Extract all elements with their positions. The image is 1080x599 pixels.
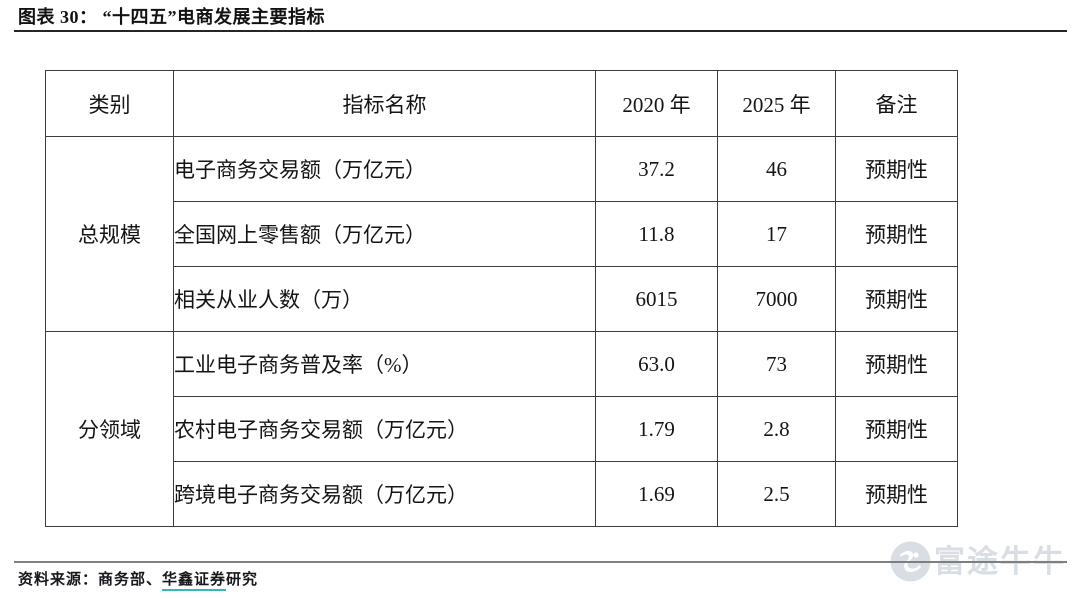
col-header-2025: 2025 年 [717,70,836,137]
value-2020-cell: 11.8 [595,201,718,267]
indicator-cell: 电子商务交易额（万亿元） [173,136,596,202]
indicator-cell: 全国网上零售额（万亿元） [173,201,596,267]
value-2020-cell: 1.79 [595,396,718,462]
note-cell: 预期性 [835,266,958,332]
title-divider [14,30,1067,32]
note-cell: 预期性 [835,461,958,527]
source-line: 资料来源：商务部、华鑫证券研究 [18,568,259,591]
figure-title: 图表 30： “十四五”电商发展主要指标 [18,7,325,27]
footer-divider [14,561,1067,563]
indicator-cell: 工业电子商务普及率（%） [173,331,596,397]
table-row: 分领域 工业电子商务普及率（%） 63.0 73 预期性 [45,331,958,527]
table-row: 跨境电子商务交易额（万亿元） 1.69 2.5 预期性 [46,461,958,527]
table-header-row: 类别 指标名称 2020 年 2025 年 备注 [45,70,958,137]
value-2025-cell: 17 [717,201,836,267]
source-label: 资料来源： [18,572,99,588]
table-row: 总规模 电子商务交易额（万亿元） 37.2 46 预期性 [45,136,958,332]
value-2025-cell: 2.8 [717,396,836,462]
table-row: 相关从业人数（万） 6015 7000 预期性 [46,266,958,332]
col-header-category: 类别 [45,70,174,137]
col-header-2020: 2020 年 [595,70,718,137]
indicator-cell: 农村电子商务交易额（万亿元） [173,396,596,462]
category-cell: 分领域 [45,331,174,527]
source-link-huaxin[interactable]: 华鑫证券 [162,572,227,591]
value-2025-cell: 73 [717,331,836,397]
col-header-note: 备注 [835,70,958,137]
indicator-cell: 相关从业人数（万） [173,266,596,332]
category-cell: 总规模 [45,136,174,332]
value-2020-cell: 6015 [595,266,718,332]
source-text-research: 研究 [226,572,259,588]
value-2020-cell: 37.2 [595,136,718,202]
value-2020-cell: 1.69 [595,461,718,527]
note-cell: 预期性 [835,396,958,462]
table-row: 全国网上零售额（万亿元） 11.8 17 预期性 [46,201,958,267]
indicators-table: 类别 指标名称 2020 年 2025 年 备注 总规模 电子商务交易额（万亿元）… [45,70,958,527]
note-cell: 预期性 [835,201,958,267]
indicator-cell: 跨境电子商务交易额（万亿元） [173,461,596,527]
value-2020-cell: 63.0 [595,331,718,397]
note-cell: 预期性 [835,136,958,202]
table-row: 农村电子商务交易额（万亿元） 1.79 2.8 预期性 [46,396,958,462]
value-2025-cell: 7000 [717,266,836,332]
col-header-indicator: 指标名称 [173,70,596,137]
note-cell: 预期性 [835,331,958,397]
value-2025-cell: 2.5 [717,461,836,527]
value-2025-cell: 46 [717,136,836,202]
source-text-ministry: 商务部、 [98,572,163,588]
